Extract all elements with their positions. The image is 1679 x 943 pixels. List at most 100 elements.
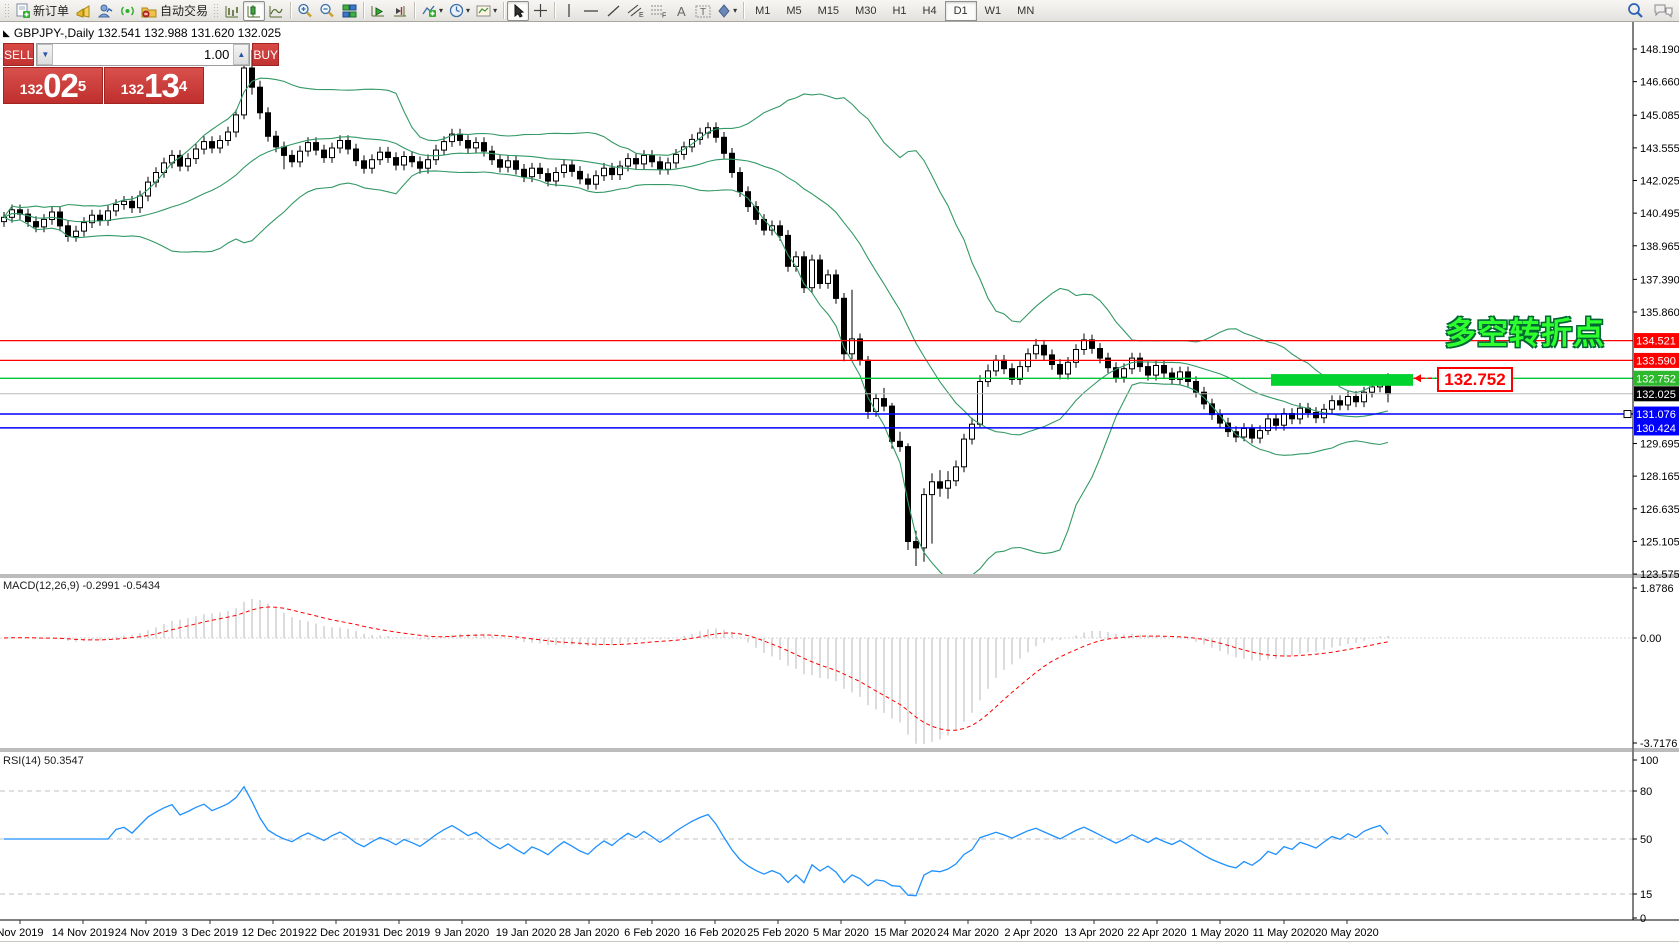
svg-text:145.085: 145.085 [1640,110,1679,122]
new-order-button[interactable]: 新订单 [12,1,72,21]
toolbar-separator [503,2,505,19]
chart-frame [0,22,1679,942]
svg-text:138.965: 138.965 [1640,241,1679,253]
svg-text:132.752: 132.752 [1636,373,1676,385]
svg-text:T: T [700,7,706,18]
auto-scroll-icon [371,5,385,16]
svg-text:22 Dec 2019: 22 Dec 2019 [305,927,367,939]
sell-button[interactable]: SELL [3,43,35,66]
horizontal-lines-layer [0,340,1633,429]
svg-text:20 May 2020: 20 May 2020 [1315,927,1379,939]
shapes-icon [718,3,730,18]
svg-text:143.555: 143.555 [1640,143,1679,155]
toolbar-grip [4,2,10,19]
svg-text:1 May 2020: 1 May 2020 [1191,927,1248,939]
cursor-button[interactable] [507,0,530,21]
fibonacci-button[interactable]: F [647,1,670,21]
svg-text:22 Apr 2020: 22 Apr 2020 [1127,927,1186,939]
svg-text:125.105: 125.105 [1640,536,1679,548]
auto-trading-button[interactable]: 自动交易 [138,1,211,21]
trendline-button[interactable] [602,1,624,21]
svg-text:131.076: 131.076 [1636,409,1676,421]
sell-price-prefix: 132 [19,81,44,97]
templates-button[interactable]: ▾ [473,1,500,21]
buy-button[interactable]: BUY [252,43,280,66]
macd-panel [0,598,1633,744]
signal-button[interactable] [116,1,138,21]
time-axis[interactable] [0,921,1633,943]
svg-text:146.660: 146.660 [1640,77,1679,89]
svg-text:-3.7176: -3.7176 [1640,738,1677,750]
macd-label: MACD(12,26,9) [3,580,80,592]
svg-text:1.8786: 1.8786 [1640,583,1674,595]
text-label-icon: T [695,5,711,18]
toolbar-grip [213,2,220,19]
toolbar-separator [363,2,365,19]
volume-stepper: ▼ ▲ [36,43,251,66]
auto-scroll-button[interactable] [367,1,389,21]
svg-text:130.424: 130.424 [1636,423,1676,435]
channel-button[interactable]: E [624,1,647,21]
search-icon[interactable] [1627,2,1645,20]
candlestick-chart-button[interactable] [243,0,266,21]
text-button[interactable]: A [670,1,692,21]
horizontal-line-icon [584,9,599,12]
horn-button[interactable] [72,1,94,21]
zoom-in-button[interactable] [294,1,316,21]
text-label-button[interactable]: T [692,1,714,21]
svg-text:126.635: 126.635 [1640,504,1679,516]
svg-text:15 Mar 2020: 15 Mar 2020 [874,927,936,939]
line-chart-button[interactable] [265,1,287,21]
line-chart-icon [269,5,283,17]
indicators-button[interactable]: ▾ [418,1,446,21]
svg-text:132.025: 132.025 [1636,389,1676,401]
timeframe-m30-button[interactable]: M30 [855,4,877,17]
buy-price-button[interactable]: 132 13 4 [104,67,204,104]
zoom-in-icon [298,3,312,18]
svg-text:16 Feb 2020: 16 Feb 2020 [684,927,746,939]
chart-shift-button[interactable] [389,1,411,21]
timeframe-w1-button[interactable]: W1 [984,4,1002,17]
timeframe-m15-button[interactable]: M15 [817,4,840,17]
timeframe-mn-button[interactable]: MN [1017,4,1035,17]
zoom-out-button[interactable] [316,1,338,21]
buy-price-big: 13 [144,67,180,104]
shapes-button[interactable]: ▾ [714,1,740,21]
price-callout-label[interactable]: 132.752 [1437,367,1513,392]
equidistant-channel-icon: E [627,4,644,18]
svg-text:6 Feb 2020: 6 Feb 2020 [624,927,680,939]
crosshair-button[interactable] [529,1,551,21]
svg-text:0: 0 [1640,913,1646,925]
profile-button[interactable] [94,1,116,21]
new-order-label: 新订单 [33,4,70,18]
timeframe-m5-button[interactable]: M5 [786,4,802,17]
timeframe-h1-button[interactable]: H1 [892,4,907,17]
rsi-label-row: RSI(14) 50.3547 [3,755,84,767]
bar-chart-button[interactable] [221,1,243,21]
time-axis-labels: Nov 2019 14 Nov 2019 24 Nov 2019 3 Dec 2019… [0,920,1379,939]
chart-window-icon: ◣ [3,27,10,38]
svg-text:24 Nov 2019: 24 Nov 2019 [115,927,177,939]
chart-title-row: ◣ GBPJPY-,Daily 132.541 132.988 131.620 … [3,26,281,40]
vertical-line-button[interactable] [558,1,580,21]
volume-down-button[interactable]: ▼ [37,44,54,65]
sell-price-button[interactable]: 132 02 5 [3,67,103,104]
buy-price-prefix: 132 [120,81,145,97]
timeframe-h4-button[interactable]: H4 [922,4,937,17]
timeframe-d1-button[interactable]: D1 [944,0,977,21]
turning-point-annotation[interactable]: 多空转折点 [1445,316,1605,351]
svg-text:14 Nov 2019: 14 Nov 2019 [52,927,114,939]
chat-icon[interactable] [1653,2,1673,20]
svg-text:5 Mar 2020: 5 Mar 2020 [813,927,869,939]
volume-up-button[interactable]: ▲ [233,44,250,65]
toolbar-separator [743,2,745,19]
price-axis[interactable] [1633,22,1679,920]
periods-button[interactable]: ▾ [446,1,473,21]
rsi-label: RSI(14) [3,755,41,767]
horizontal-line-button[interactable] [580,1,602,21]
volume-input[interactable] [53,44,234,65]
candlestick-icon [247,4,261,17]
timeframe-m1-button[interactable]: M1 [755,4,771,17]
tile-windows-button[interactable] [338,1,360,21]
